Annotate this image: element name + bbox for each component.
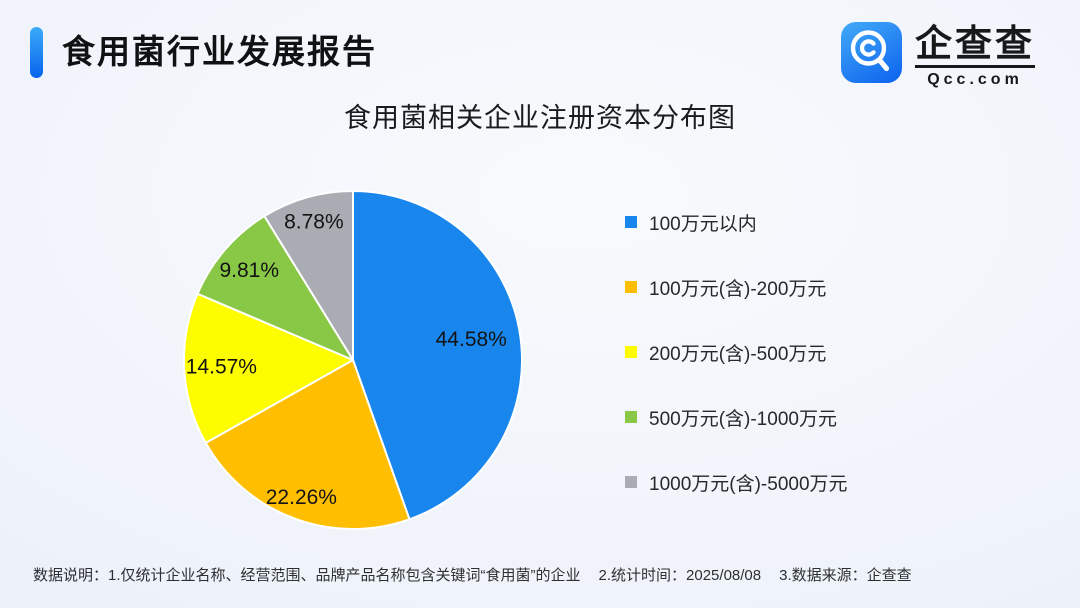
pie-slice-1 bbox=[204, 359, 411, 530]
footer-notes: 数据说明：1.仅统计企业名称、经营范围、品牌产品名称包含关键词“食用菌”的企业 … bbox=[33, 564, 1053, 585]
brand-text-block: 企查查 Qcc.com bbox=[915, 22, 1035, 89]
title-accent-bar bbox=[30, 27, 43, 78]
footer-note-2: 2.统计时间：2025/08/08 bbox=[598, 567, 762, 584]
legend-swatch-icon bbox=[625, 476, 637, 488]
legend-item-2: 200万元(含)-500万元 bbox=[625, 337, 848, 367]
pie-chart: 44.58% 22.26% 14.57% 9.81% 8.78% bbox=[183, 190, 523, 530]
legend-item-4: 1000万元(含)-5000万元 bbox=[625, 467, 848, 497]
qcc-logo: 企查查 Qcc.com bbox=[841, 22, 1035, 89]
brand-domain: Qcc.com bbox=[927, 71, 1023, 88]
legend-swatch-icon bbox=[625, 216, 637, 228]
legend-item-1: 100万元(含)-200万元 bbox=[625, 272, 848, 302]
pie-slice-2 bbox=[183, 292, 354, 444]
brand-underline bbox=[915, 65, 1035, 68]
legend-item-0: 100万元以内 bbox=[625, 207, 848, 237]
chart-title: 食用菌相关企业注册资本分布图 bbox=[344, 103, 736, 133]
footer-note-1: 数据说明：1.仅统计企业名称、经营范围、品牌产品名称包含关键词“食用菌”的企业 bbox=[33, 567, 581, 584]
legend-swatch-icon bbox=[625, 281, 637, 293]
pie-slice-4 bbox=[263, 190, 354, 361]
legend-label: 500万元(含)-1000万元 bbox=[649, 408, 837, 430]
pie-slice-3 bbox=[196, 215, 354, 361]
legend-label: 1000万元(含)-5000万元 bbox=[649, 473, 848, 495]
footer-note-3: 3.数据来源：企查查 bbox=[779, 567, 912, 584]
chart-legend: 100万元以内 100万元(含)-200万元 200万元(含)-500万元 500万元… bbox=[625, 207, 848, 532]
legend-label: 200万元(含)-500万元 bbox=[649, 343, 827, 365]
pie-slice-label-3: 9.81% bbox=[219, 259, 279, 282]
qcc-magnifier-icon bbox=[841, 22, 902, 83]
legend-label: 100万元(含)-200万元 bbox=[649, 278, 827, 300]
pie-slice-label-4: 8.78% bbox=[284, 210, 344, 233]
pie-slice-0 bbox=[352, 190, 523, 521]
legend-item-3: 500万元(含)-1000万元 bbox=[625, 402, 848, 432]
pie-slice-label-2: 14.57% bbox=[186, 356, 257, 379]
legend-swatch-icon bbox=[625, 346, 637, 358]
legend-swatch-icon bbox=[625, 411, 637, 423]
report-title: 食用菌行业发展报告 bbox=[62, 33, 377, 70]
pie-slice-label-1: 22.26% bbox=[266, 486, 337, 509]
pie-slice-label-0: 44.58% bbox=[436, 328, 507, 351]
brand-name: 企查查 bbox=[915, 23, 1035, 64]
legend-label: 100万元以内 bbox=[649, 213, 757, 235]
